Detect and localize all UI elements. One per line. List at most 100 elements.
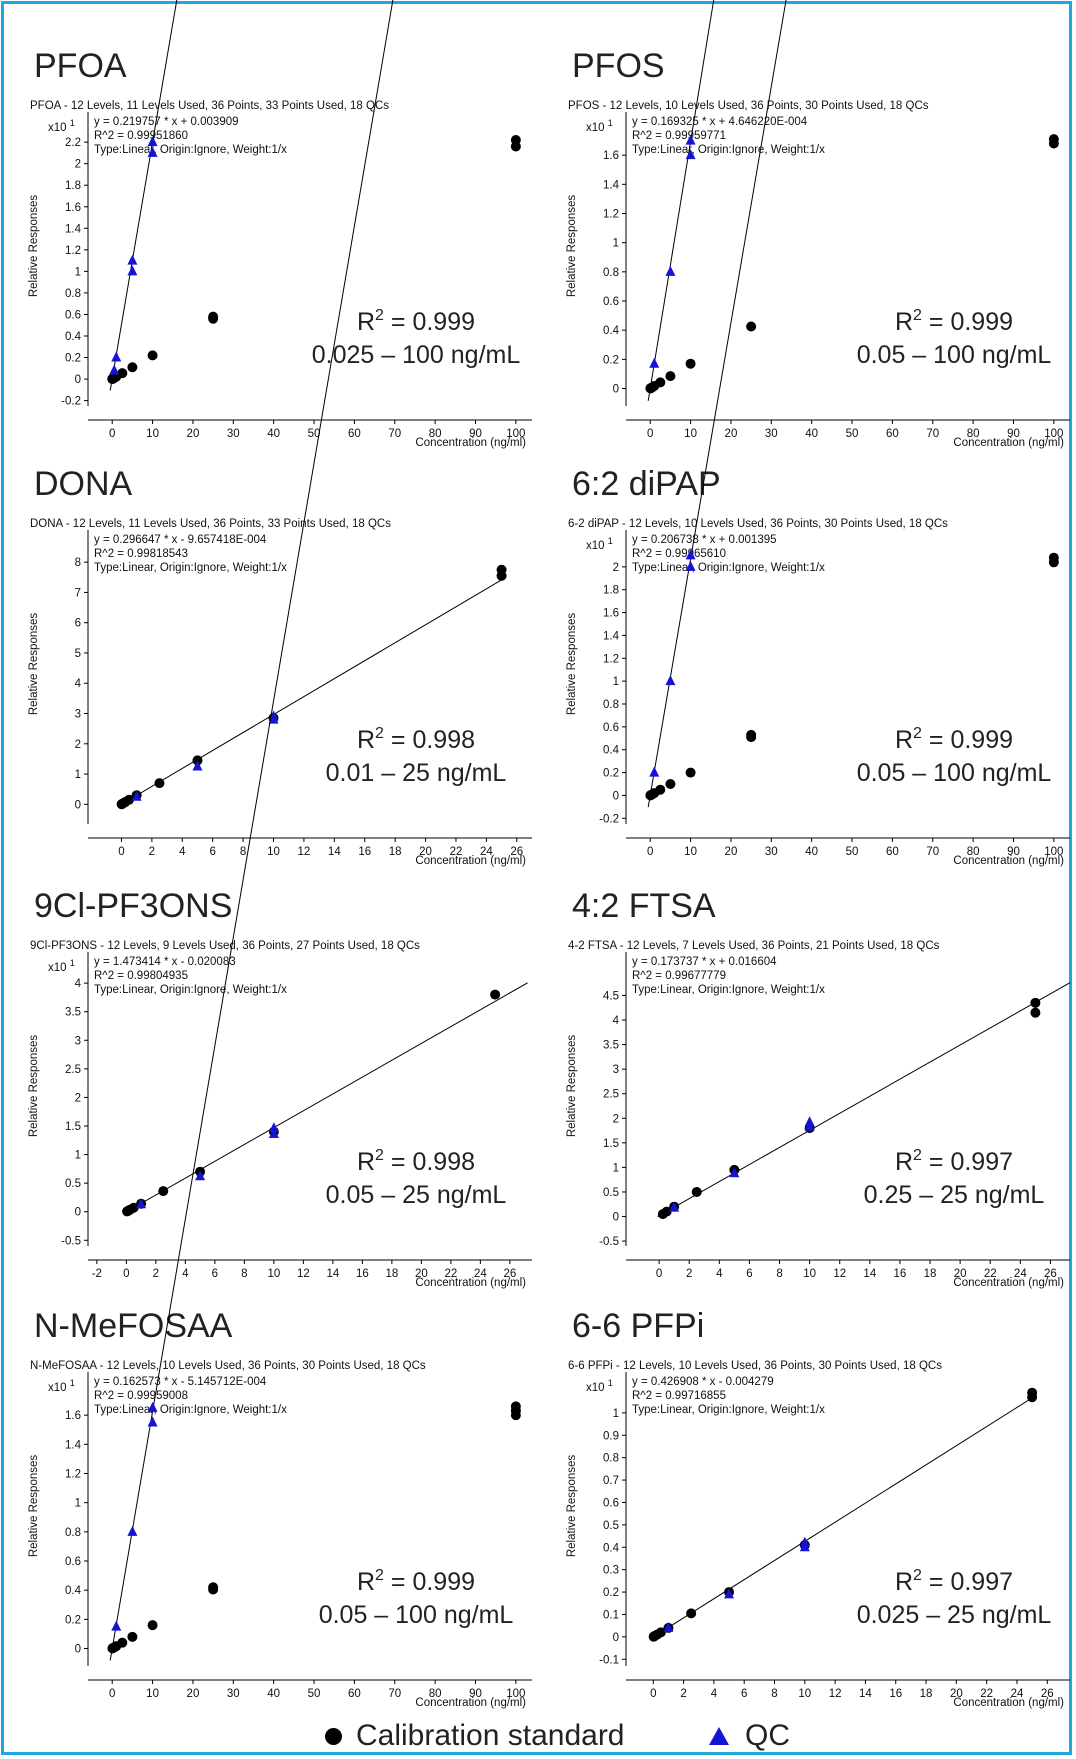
x-tick-label: 0: [118, 846, 124, 858]
fit-type-line: Type:Linear, Origin:Ignore, Weight:1/x: [632, 144, 825, 156]
x-tick-label: 10: [146, 428, 159, 440]
x-tick-label: 60: [886, 846, 899, 858]
calibration-point: [655, 1627, 666, 1638]
y-tick-label: 3: [75, 1035, 81, 1047]
x-tick-label: 10: [684, 846, 697, 858]
r2-annotation: R2 = 0.998: [357, 725, 475, 754]
y-tick-label: 0.2: [65, 353, 81, 365]
qc-point: [799, 1536, 810, 1547]
y-tick-label: 1: [75, 266, 81, 278]
x-tick-label: 8: [776, 1268, 782, 1280]
y-tick-label: 8: [75, 557, 81, 569]
qc-point: [127, 265, 138, 276]
axis-multiplier: x10 1: [586, 536, 613, 552]
qc-point: [147, 1401, 158, 1412]
calibration-point: [691, 1186, 702, 1197]
qc-point: [729, 1167, 740, 1178]
calibration-point: [208, 1582, 219, 1593]
y-tick-label: 0: [75, 1644, 81, 1656]
y-tick-label: 4: [75, 978, 82, 990]
y-tick-label: 0.6: [603, 1497, 619, 1509]
chart-svg: PFOA PFOA - 12 Levels, 11 Levels Used, 36…: [28, 0, 532, 449]
y-tick-label: -0.5: [61, 1235, 81, 1247]
x-tick-label: 16: [358, 846, 371, 858]
x-axis-label: Concentration (ng/ml): [953, 1277, 1064, 1289]
calibration-point: [117, 1637, 128, 1648]
y-tick-label: 0: [75, 799, 81, 811]
calibration-point: [1030, 1007, 1041, 1018]
chart-title: PFOS: [572, 47, 665, 85]
r2-annotation: R2 = 0.999: [357, 1567, 475, 1596]
range-annotation: 0.05 – 100 ng/mL: [857, 341, 1052, 369]
y-tick-label: 2: [75, 159, 81, 171]
y-tick-label: 3: [613, 1064, 619, 1076]
y-tick-label: 3.5: [65, 1007, 81, 1019]
y-axis-label: Relative Responses: [566, 1455, 578, 1558]
y-tick-label: 1.6: [603, 150, 619, 162]
x-tick-label: 30: [765, 846, 778, 858]
chart-svg: 4:2 FTSA 4-2 FTSA - 12 Levels, 7 Levels U…: [566, 887, 1071, 1289]
x-axis-label: Concentration (ng/ml): [953, 437, 1064, 449]
y-tick-label: 0.1: [603, 1609, 619, 1621]
x-tick-label: 10: [267, 1268, 280, 1280]
y-tick-label: 1: [613, 676, 619, 688]
axis-multiplier: x10 1: [586, 118, 613, 134]
calibration-point: [128, 1202, 139, 1213]
qc-point: [649, 357, 660, 368]
x-tick-label: 0: [647, 428, 653, 440]
x-tick-label: 6: [741, 1688, 747, 1700]
x-tick-label: 26: [510, 846, 523, 858]
chart-header: PFOS - 12 Levels, 10 Levels Used, 36 Poi…: [568, 100, 929, 112]
x-tick-label: 60: [886, 428, 899, 440]
x-tick-label: 40: [805, 428, 818, 440]
x-tick-label: 26: [1044, 1268, 1057, 1280]
y-tick-label: -0.5: [599, 1236, 619, 1248]
chart-panel: 6-6 PFPi 6-6 PFPi - 12 Levels, 10 Levels …: [552, 1290, 1072, 1709]
calibration-point: [746, 321, 757, 332]
x-tick-label: 20: [954, 1268, 967, 1280]
qc-point: [663, 1621, 674, 1632]
calibration-point: [746, 729, 757, 740]
calibration-point: [510, 135, 521, 145]
x-tick-label: 20: [187, 428, 200, 440]
fit-equation: y = 0.296647 * x - 9.657418E-004: [94, 534, 267, 546]
fit-line: [647, 0, 787, 808]
fit-type-line: Type:Linear, Origin:Ignore, Weight:1/x: [94, 144, 287, 156]
x-tick-label: 26: [1041, 1688, 1054, 1700]
x-tick-label: 16: [356, 1268, 369, 1280]
x-tick-label: 20: [950, 1688, 963, 1700]
x-tick-label: 70: [926, 846, 939, 858]
y-tick-label: 1.4: [603, 179, 620, 191]
calibration-point: [208, 311, 219, 322]
x-tick-label: 24: [1011, 1688, 1024, 1700]
y-tick-label: 1.6: [65, 1410, 81, 1422]
x-tick-label: 60: [348, 1688, 361, 1700]
qc-point: [649, 766, 660, 777]
fit-r2-line: R^2 = 0.99965610: [632, 548, 726, 560]
x-tick-label: 20: [725, 428, 738, 440]
calibration-marker-icon: [325, 1727, 342, 1745]
x-tick-label: 90: [469, 428, 482, 440]
chart-panel: 9Cl-PF3ONS 9Cl-PF3ONS - 12 Levels, 9 Leve…: [14, 870, 534, 1289]
range-annotation: 0.05 – 100 ng/mL: [319, 1601, 514, 1629]
qc-point: [268, 1122, 279, 1133]
y-tick-label: 2.5: [603, 1089, 619, 1101]
r2-annotation: R2 = 0.997: [895, 1567, 1013, 1596]
calibration-point: [1048, 552, 1059, 563]
x-axis-label: Concentration (ng/ml): [415, 855, 526, 867]
y-tick-label: 0.2: [603, 768, 619, 780]
chart-panel: N-MeFOSAA N-MeFOSAA - 12 Levels, 10 Level…: [14, 0, 534, 1709]
axis-multiplier: x10 1: [48, 958, 75, 974]
x-tick-label: 100: [506, 1688, 525, 1700]
x-tick-label: 4: [179, 846, 186, 858]
y-tick-label: 1: [75, 769, 81, 781]
calibration-point: [655, 377, 666, 388]
y-tick-label: 1: [613, 238, 619, 250]
y-tick-label: 0: [613, 790, 619, 802]
chart-title: 6:2 diPAP: [572, 465, 721, 503]
qc-point: [127, 1525, 138, 1536]
chart-svg: PFOS PFOS - 12 Levels, 10 Levels Used, 36…: [566, 0, 1070, 449]
x-tick-label: 100: [1044, 846, 1063, 858]
chart-panel: DONA DONA - 12 Levels, 11 Levels Used, 36…: [14, 448, 534, 867]
fit-line: [651, 1394, 1037, 1639]
